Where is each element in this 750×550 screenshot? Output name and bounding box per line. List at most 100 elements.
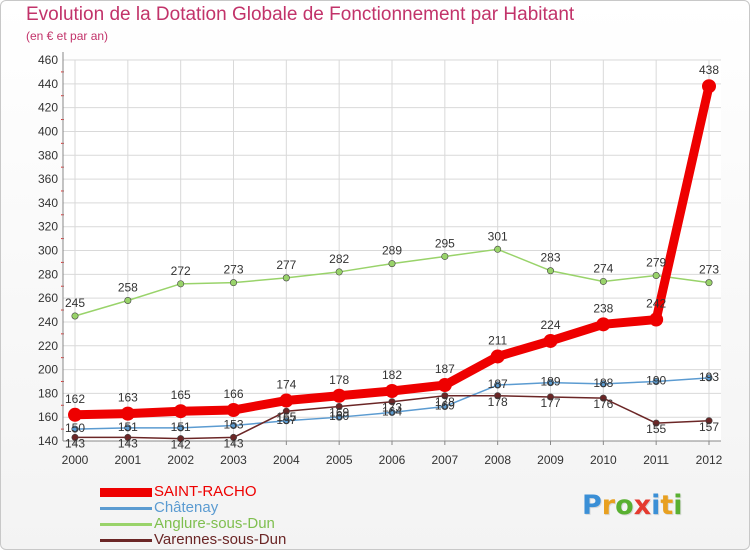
data-point: [388, 398, 396, 406]
x-tick-label: 2008: [484, 453, 511, 467]
logo-letter: i: [673, 490, 683, 521]
data-point: [652, 419, 660, 427]
data-point: [68, 407, 82, 422]
x-tick-label: 2002: [167, 453, 194, 467]
series-varennes-sous-dun: [71, 392, 713, 443]
x-tick-label: 2004: [273, 453, 300, 467]
x-tick-label: 2006: [379, 453, 406, 467]
data-point: [335, 413, 343, 421]
chart-subtitle: (en € et par an): [26, 29, 109, 43]
y-tick-label: 440: [38, 77, 58, 91]
data-label: 289: [382, 244, 402, 258]
data-label: 162: [65, 392, 85, 406]
data-point: [335, 268, 343, 276]
data-point: [230, 433, 238, 441]
logo-letter: i: [651, 490, 661, 521]
legend-label: SAINT-RACHO: [154, 483, 257, 500]
data-point: [282, 417, 290, 425]
data-point: [546, 393, 554, 401]
data-point: [124, 297, 132, 305]
data-point: [388, 260, 396, 268]
legend-label: Anglure-sous-Dun: [154, 515, 275, 532]
x-tick-label: 2000: [62, 453, 89, 467]
data-label: 173: [382, 401, 402, 415]
x-tick-label: 2011: [643, 453, 669, 467]
data-label: 438: [699, 63, 719, 77]
data-point: [71, 433, 79, 441]
x-tick-label: 2012: [696, 453, 723, 467]
data-label: 224: [540, 318, 560, 332]
series-ch-tenay: [71, 374, 713, 433]
data-label: 155: [646, 422, 666, 436]
data-label: 178: [435, 395, 455, 409]
data-point: [388, 408, 396, 416]
y-tick-label: 160: [38, 410, 58, 424]
data-label: 193: [699, 370, 719, 384]
data-label: 143: [223, 436, 243, 450]
data-point: [490, 349, 505, 364]
data-label: 157: [699, 420, 719, 434]
data-point: [599, 394, 607, 402]
data-label: 242: [646, 297, 666, 311]
data-label: 258: [118, 281, 138, 295]
logo-letter: o: [615, 490, 634, 521]
data-label: 245: [65, 296, 85, 310]
y-tick-label: 300: [38, 244, 58, 258]
data-label: 182: [382, 368, 402, 382]
data-label: 295: [435, 236, 455, 250]
data-label: 169: [329, 405, 349, 419]
data-label: 163: [118, 391, 138, 405]
data-label: 301: [488, 229, 508, 243]
data-point: [546, 379, 554, 387]
data-label: 165: [276, 410, 296, 424]
data-point: [279, 393, 294, 408]
legend-label: Châtenay: [154, 499, 219, 516]
chart-title: Evolution de la Dotation Globale de Fonc…: [26, 4, 575, 25]
legend-swatch: [100, 538, 152, 542]
data-label: 274: [593, 261, 613, 275]
data-point: [230, 279, 238, 287]
data-label: 177: [540, 396, 560, 410]
x-tick-label: 2005: [326, 453, 353, 467]
x-tick-label: 2001: [114, 453, 141, 467]
data-label: 142: [171, 438, 191, 452]
x-tick-label: 2009: [537, 453, 564, 467]
data-label: 174: [276, 378, 296, 392]
y-tick-label: 360: [38, 172, 58, 186]
data-point: [385, 383, 399, 398]
data-point: [543, 333, 558, 348]
data-label: 190: [646, 373, 666, 387]
y-tick-label: 140: [38, 434, 58, 448]
data-point: [652, 377, 660, 385]
data-label: 153: [223, 418, 243, 432]
data-point: [437, 378, 452, 393]
data-label: 166: [223, 387, 243, 401]
logo-letter: P: [582, 490, 602, 521]
data-label: 151: [171, 420, 191, 434]
data-point: [177, 280, 185, 288]
data-label: 273: [699, 263, 719, 277]
data-point: [705, 417, 713, 425]
data-point: [124, 424, 132, 432]
proxiti-logo: Proxiti: [582, 490, 683, 521]
y-tick-label: 260: [38, 291, 58, 305]
data-point: [494, 381, 502, 389]
data-point: [177, 435, 185, 443]
data-point: [71, 312, 79, 320]
data-point: [124, 433, 132, 441]
data-label: 189: [540, 375, 560, 389]
logo-letter: x: [633, 490, 652, 521]
data-label: 211: [488, 333, 507, 347]
data-point: [599, 380, 607, 388]
data-label: 279: [646, 256, 666, 270]
data-point: [226, 403, 241, 418]
data-label: 143: [118, 436, 138, 450]
data-point: [494, 245, 502, 253]
data-point: [705, 374, 713, 382]
y-tick-label: 220: [38, 339, 58, 353]
legend-swatch: [100, 487, 152, 497]
data-point: [282, 274, 290, 282]
logo-letter: r: [601, 490, 616, 521]
data-point: [652, 272, 660, 280]
